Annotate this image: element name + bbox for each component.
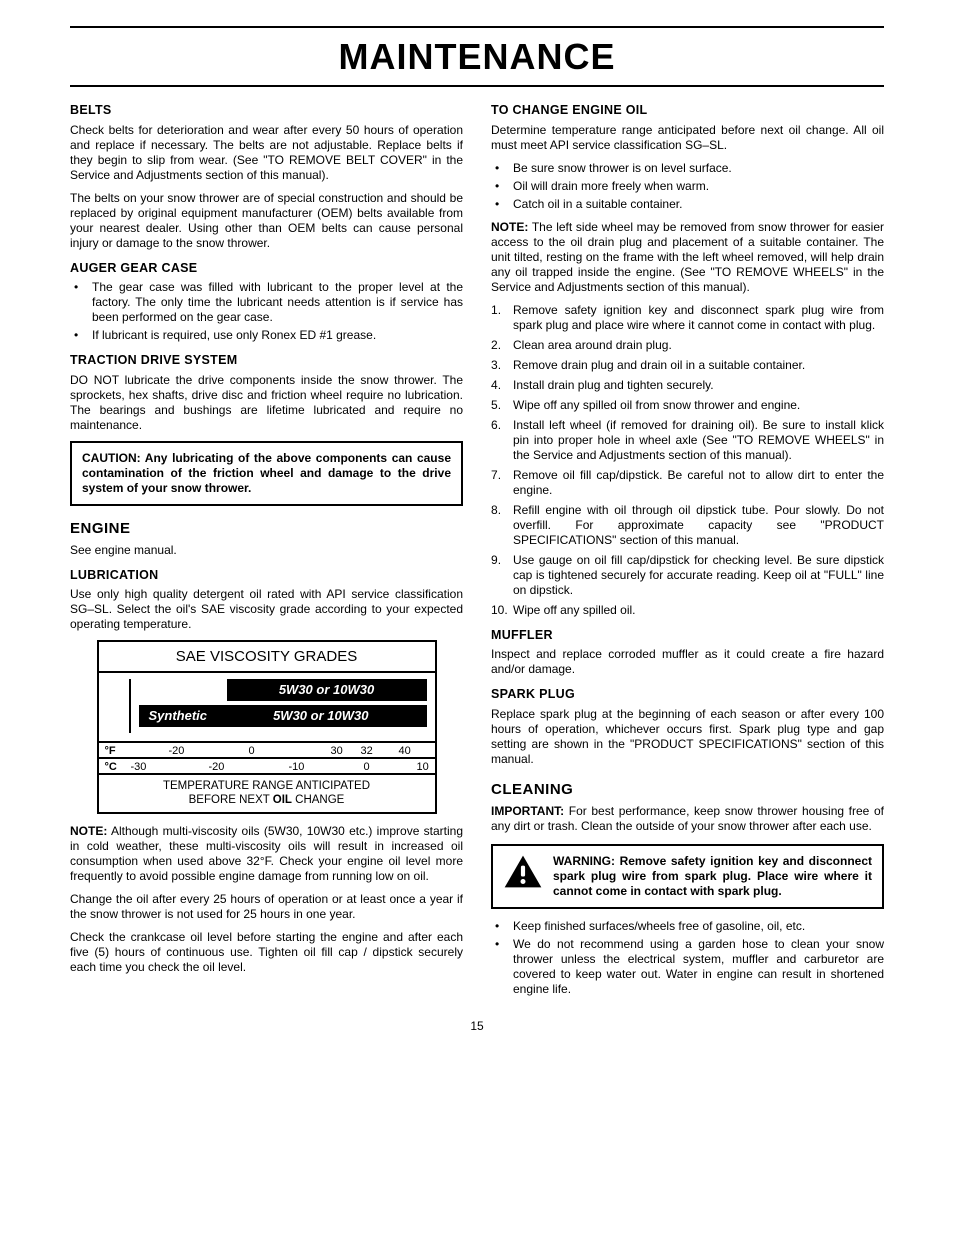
change-step: Use gauge on oil fill cap/dipstick for c…: [491, 553, 884, 598]
change-step: Wipe off any spilled oil from snow throw…: [491, 398, 884, 413]
belts-p2: The belts on your snow thrower are of sp…: [70, 191, 463, 251]
after-note: NOTE: Although multi-viscosity oils (5W3…: [70, 824, 463, 884]
muffler-head: MUFFLER: [491, 628, 884, 644]
clean-imp: IMPORTANT: For best performance, keep sn…: [491, 804, 884, 834]
visc-stub: [99, 679, 131, 733]
change-step: Clean area around drain plug.: [491, 338, 884, 353]
visc-tick: 0: [364, 761, 370, 775]
muffler-p1: Inspect and replace corroded muffler as …: [491, 647, 884, 677]
change-note-label: NOTE:: [491, 220, 528, 234]
page-title: MAINTENANCE: [70, 32, 884, 81]
change-step: Install left wheel (if removed for drain…: [491, 418, 884, 463]
visc-body: 5W30 or 10W30 Synthetic 5W30 or 10W30: [99, 673, 435, 743]
change-b1: Be sure snow thrower is on level surface…: [491, 161, 884, 176]
change-step: Remove drain plug and drain oil in a sui…: [491, 358, 884, 373]
engine-p1: See engine manual.: [70, 543, 463, 558]
traction-head: TRACTION DRIVE SYSTEM: [70, 353, 463, 369]
visc-tick: 40: [399, 745, 411, 759]
change-note-text: The left side wheel may be removed from …: [491, 220, 884, 294]
viscosity-chart: SAE VISCOSITY GRADES 5W30 or 10W30 Synth…: [97, 640, 437, 814]
auger-b1: The gear case was filled with lubricant …: [70, 280, 463, 325]
change-step: Refill engine with oil through oil dipst…: [491, 503, 884, 548]
visc-row1: 5W30 or 10W30: [107, 679, 427, 701]
visc-title: SAE VISCOSITY GRADES: [99, 642, 435, 673]
clean-head: CLEANING: [491, 781, 884, 800]
change-steps: Remove safety ignition key and disconnec…: [491, 303, 884, 618]
visc-foot2-pre: BEFORE NEXT: [189, 794, 273, 806]
after-p3: Check the crankcase oil level before sta…: [70, 930, 463, 975]
spark-head: SPARK PLUG: [491, 687, 884, 703]
visc-bar2-wrap: Synthetic 5W30 or 10W30: [139, 705, 427, 727]
visc-foot1: TEMPERATURE RANGE ANTICIPATED: [163, 780, 370, 792]
traction-p1: DO NOT lubricate the drive components in…: [70, 373, 463, 433]
auger-list: The gear case was filled with lubricant …: [70, 280, 463, 343]
visc-bar1: 5W30 or 10W30: [227, 679, 427, 701]
visc-row2: Synthetic 5W30 or 10W30: [139, 705, 427, 727]
visc-tick: 10: [417, 761, 429, 775]
right-column: TO CHANGE ENGINE OIL Determine temperatu…: [491, 103, 884, 1005]
change-b2: Oil will drain more freely when warm.: [491, 179, 884, 194]
visc-tick: 32: [361, 745, 373, 759]
columns: BELTS Check belts for deterioration and …: [70, 103, 884, 1005]
visc-tick: 30: [331, 745, 343, 759]
visc-tick: -10: [289, 761, 305, 775]
change-head: TO CHANGE ENGINE OIL: [491, 103, 884, 119]
change-b3: Catch oil in a suitable container.: [491, 197, 884, 212]
left-column: BELTS Check belts for deterioration and …: [70, 103, 463, 1005]
change-note: NOTE: The left side wheel may be removed…: [491, 220, 884, 295]
visc-foot: TEMPERATURE RANGE ANTICIPATED BEFORE NEX…: [99, 775, 435, 812]
change-step: Remove safety ignition key and disconnec…: [491, 303, 884, 333]
warning-box: WARNING: Remove safety ignition key and …: [491, 844, 884, 909]
belts-head: BELTS: [70, 103, 463, 119]
warning-text: WARNING: Remove safety ignition key and …: [553, 854, 872, 899]
rule-top: [70, 26, 884, 28]
rule-bottom: [70, 85, 884, 87]
clean-b2: We do not recommend using a garden hose …: [491, 937, 884, 997]
visc-scale-c: °C -30 -20 -10 0 10: [99, 759, 435, 775]
change-bullets: Be sure snow thrower is on level surface…: [491, 161, 884, 212]
change-step: Install drain plug and tighten securely.: [491, 378, 884, 393]
spark-p1: Replace spark plug at the beginning of e…: [491, 707, 884, 767]
warning-icon: [503, 854, 543, 889]
note-text: Although multi-viscosity oils (5W30, 10W…: [70, 824, 463, 883]
auger-head: AUGER GEAR CASE: [70, 261, 463, 277]
belts-p1: Check belts for deterioration and wear a…: [70, 123, 463, 183]
visc-tick: -20: [209, 761, 225, 775]
change-step: Remove oil fill cap/dipstick. Be careful…: [491, 468, 884, 498]
visc-f-label: °F: [105, 745, 116, 759]
clean-bullets: Keep finished surfaces/wheels free of ga…: [491, 919, 884, 997]
visc-tick: -30: [131, 761, 147, 775]
engine-head: ENGINE: [70, 520, 463, 539]
change-p1: Determine temperature range anticipated …: [491, 123, 884, 153]
visc-foot2-post: CHANGE: [292, 794, 344, 806]
auger-b2: If lubricant is required, use only Ronex…: [70, 328, 463, 343]
change-step: Wipe off any spilled oil.: [491, 603, 884, 618]
caution-text: CAUTION: Any lubricating of the above co…: [82, 451, 451, 496]
visc-c-label: °C: [105, 761, 117, 775]
caution-box: CAUTION: Any lubricating of the above co…: [70, 441, 463, 506]
imp-label: IMPORTANT:: [491, 804, 564, 818]
page-number: 15: [70, 1019, 884, 1034]
visc-tick: 0: [249, 745, 255, 759]
lub-p1: Use only high quality detergent oil rate…: [70, 587, 463, 632]
visc-scale-f: °F -20 0 30 32 40: [99, 743, 435, 759]
lub-head: LUBRICATION: [70, 568, 463, 584]
visc-tick: -20: [169, 745, 185, 759]
note-label: NOTE:: [70, 824, 107, 838]
visc-foot2-oil: OIL: [273, 794, 292, 806]
visc-bar2: 5W30 or 10W30: [215, 708, 426, 724]
visc-syn-label: Synthetic: [139, 708, 216, 724]
clean-b1: Keep finished surfaces/wheels free of ga…: [491, 919, 884, 934]
after-p2: Change the oil after every 25 hours of o…: [70, 892, 463, 922]
